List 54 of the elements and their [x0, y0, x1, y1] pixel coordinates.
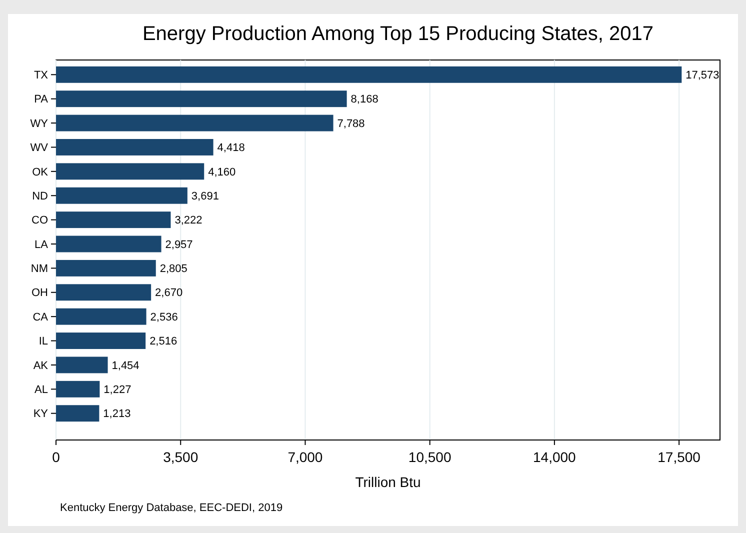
- y-tick-label: AK: [33, 360, 49, 372]
- data-label: 2,516: [150, 336, 178, 348]
- x-tick-label: 0: [52, 449, 60, 465]
- data-label: 3,222: [174, 214, 202, 227]
- y-tick-label: WV: [30, 142, 49, 154]
- x-tick-label: 17,500: [658, 449, 701, 465]
- x-tick-label: 14,000: [533, 449, 576, 465]
- bar: [56, 212, 171, 228]
- data-label: 2,957: [165, 238, 193, 251]
- bar: [56, 139, 214, 156]
- data-label: 7,788: [337, 118, 365, 130]
- bar: [56, 114, 334, 132]
- data-label: 2,536: [150, 311, 178, 324]
- bar: [56, 284, 152, 301]
- y-tick-label: WY: [30, 118, 49, 130]
- data-label: 1,227: [104, 384, 132, 396]
- bar: [56, 236, 162, 252]
- y-tick-label: TX: [34, 69, 49, 82]
- x-axis-title: Trillion Btu: [355, 474, 421, 490]
- bar: [56, 356, 108, 374]
- bar: [56, 332, 146, 349]
- data-label: 2,670: [155, 287, 183, 300]
- data-label: 4,160: [208, 166, 236, 178]
- x-tick-label: 3,500: [163, 449, 198, 465]
- x-tick-label: 7,000: [288, 449, 323, 465]
- bar: [56, 405, 100, 422]
- y-tick-label: AL: [34, 384, 48, 396]
- text: Kentucky Energy Database, EEC-DEDI, 2019: [60, 502, 283, 514]
- bar: [56, 380, 100, 398]
- y-tick-label: IL: [38, 336, 48, 348]
- chart-title: Energy Production Among Top 15 Producing States, 2017: [142, 23, 654, 45]
- data-label: 17,573: [686, 69, 720, 82]
- data-label: 8,168: [350, 94, 378, 106]
- y-tick-label: KY: [33, 408, 49, 420]
- data-label: 2,805: [160, 263, 188, 276]
- y-tick-label: CO: [32, 214, 48, 227]
- y-tick-label: ND: [32, 190, 48, 202]
- y-tick-label: OK: [32, 166, 49, 178]
- data-label: 3,691: [191, 190, 219, 202]
- y-tick-label: NM: [30, 263, 48, 276]
- bar: [56, 66, 682, 83]
- bar: [56, 187, 188, 204]
- data-label: 1,213: [103, 408, 131, 420]
- x-tick-label: 10,500: [408, 449, 452, 465]
- bar: [56, 308, 146, 325]
- data-label: 4,418: [217, 142, 245, 154]
- y-tick-label: CA: [32, 311, 49, 324]
- y-tick-label: PA: [34, 94, 49, 106]
- bar: [56, 90, 347, 108]
- y-tick-label: LA: [34, 238, 49, 251]
- bar: [56, 260, 156, 276]
- y-tick-label: OH: [32, 287, 48, 300]
- bar: [56, 163, 204, 180]
- data-label: 1,454: [112, 360, 140, 372]
